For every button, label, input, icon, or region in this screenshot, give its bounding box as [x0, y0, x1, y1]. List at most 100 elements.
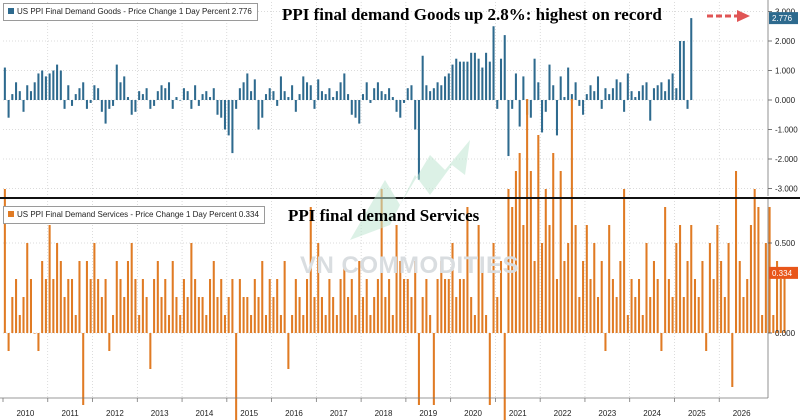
goods-bar — [145, 88, 148, 100]
goods-bar — [421, 55, 424, 100]
services-bar — [481, 261, 484, 333]
services-bar — [134, 279, 137, 333]
goods-bar — [466, 61, 469, 100]
services-bar — [679, 225, 682, 333]
services-bar — [559, 171, 562, 333]
goods-bar — [134, 100, 137, 112]
goods-bar — [313, 100, 316, 109]
x-tick-label: 2023 — [598, 409, 616, 418]
goods-bar — [223, 100, 226, 130]
x-tick-label: 2015 — [240, 409, 258, 418]
goods-bar — [302, 76, 305, 100]
goods-bar — [291, 85, 294, 100]
services-bar — [485, 315, 488, 333]
goods-bar — [175, 97, 178, 100]
services-bar — [82, 333, 85, 405]
goods-bar — [679, 41, 682, 100]
goods-bar — [63, 100, 66, 109]
services-bar — [638, 279, 641, 333]
services-bar — [522, 225, 525, 333]
goods-bar — [186, 91, 189, 100]
goods-bar — [529, 100, 532, 118]
services-bar-series — [3, 99, 786, 420]
services-bar — [235, 333, 238, 420]
services-bar — [458, 279, 461, 333]
goods-bar — [596, 76, 600, 100]
goods-bar — [182, 88, 185, 100]
services-bar — [596, 297, 600, 333]
goods-bar — [37, 73, 40, 100]
services-bar — [279, 315, 282, 333]
x-tick-label: 2018 — [375, 409, 393, 418]
goods-bar — [511, 100, 514, 109]
services-bar — [26, 243, 29, 333]
goods-bar — [70, 100, 74, 106]
goods-bar — [26, 85, 29, 100]
services-bar — [130, 243, 133, 333]
goods-bar — [567, 67, 570, 100]
goods-bar — [537, 82, 540, 100]
services-bar — [690, 225, 693, 333]
goods-bar — [227, 100, 230, 136]
services-bar — [167, 315, 171, 333]
services-bar — [526, 99, 529, 333]
goods-bar — [667, 79, 670, 100]
services-bar — [70, 279, 74, 333]
services-bar — [705, 333, 708, 351]
goods-bar — [115, 64, 118, 100]
services-bar — [578, 297, 581, 333]
services-bar — [570, 99, 573, 333]
services-bar — [764, 243, 767, 333]
goods-bar — [190, 100, 193, 109]
goods-bar — [209, 97, 212, 100]
services-bar — [514, 171, 517, 333]
goods-bar — [119, 82, 122, 100]
goods-bar — [369, 100, 372, 103]
services-bar — [179, 315, 182, 333]
goods-bar — [149, 100, 152, 109]
goods-y-tick-label: 0.000 — [775, 96, 796, 105]
services-bar — [253, 279, 256, 333]
goods-bar — [82, 82, 85, 100]
services-bar — [22, 297, 25, 333]
goods-y-tick-label: -1.000 — [775, 126, 798, 135]
services-bar — [391, 315, 394, 333]
services-bar — [761, 315, 764, 333]
goods-bar — [436, 82, 439, 100]
goods-bar — [499, 58, 503, 100]
goods-bar — [395, 100, 398, 112]
services-bar — [574, 225, 577, 333]
services-bar — [291, 315, 294, 333]
services-bar — [667, 279, 670, 333]
services-bar — [697, 297, 700, 333]
goods-y-tick-label: -2.000 — [775, 155, 798, 164]
goods-bar — [238, 88, 241, 100]
services-bar — [753, 189, 756, 333]
goods-bar — [492, 26, 495, 100]
services-bar — [630, 279, 633, 333]
services-bar — [623, 189, 626, 333]
services-bar — [604, 333, 607, 351]
services-bar — [589, 279, 592, 333]
goods-bar — [298, 94, 301, 100]
goods-bar — [496, 100, 499, 109]
services-bar — [320, 297, 323, 333]
goods-bar — [544, 100, 547, 112]
services-bar — [119, 279, 122, 333]
x-tick-label: 2017 — [330, 409, 348, 418]
goods-bar — [216, 100, 219, 115]
services-bar — [59, 261, 62, 333]
x-tick-label: 2019 — [419, 409, 437, 418]
goods-bar — [458, 61, 461, 100]
services-bar — [410, 297, 413, 333]
services-bar — [115, 261, 118, 333]
goods-bar — [645, 82, 648, 100]
goods-bar — [585, 94, 588, 100]
goods-bar — [100, 100, 103, 112]
goods-bar — [417, 100, 420, 180]
services-bar — [205, 315, 208, 333]
goods-bar — [518, 100, 521, 127]
goods-bar — [347, 94, 350, 100]
services-bar — [317, 243, 320, 333]
